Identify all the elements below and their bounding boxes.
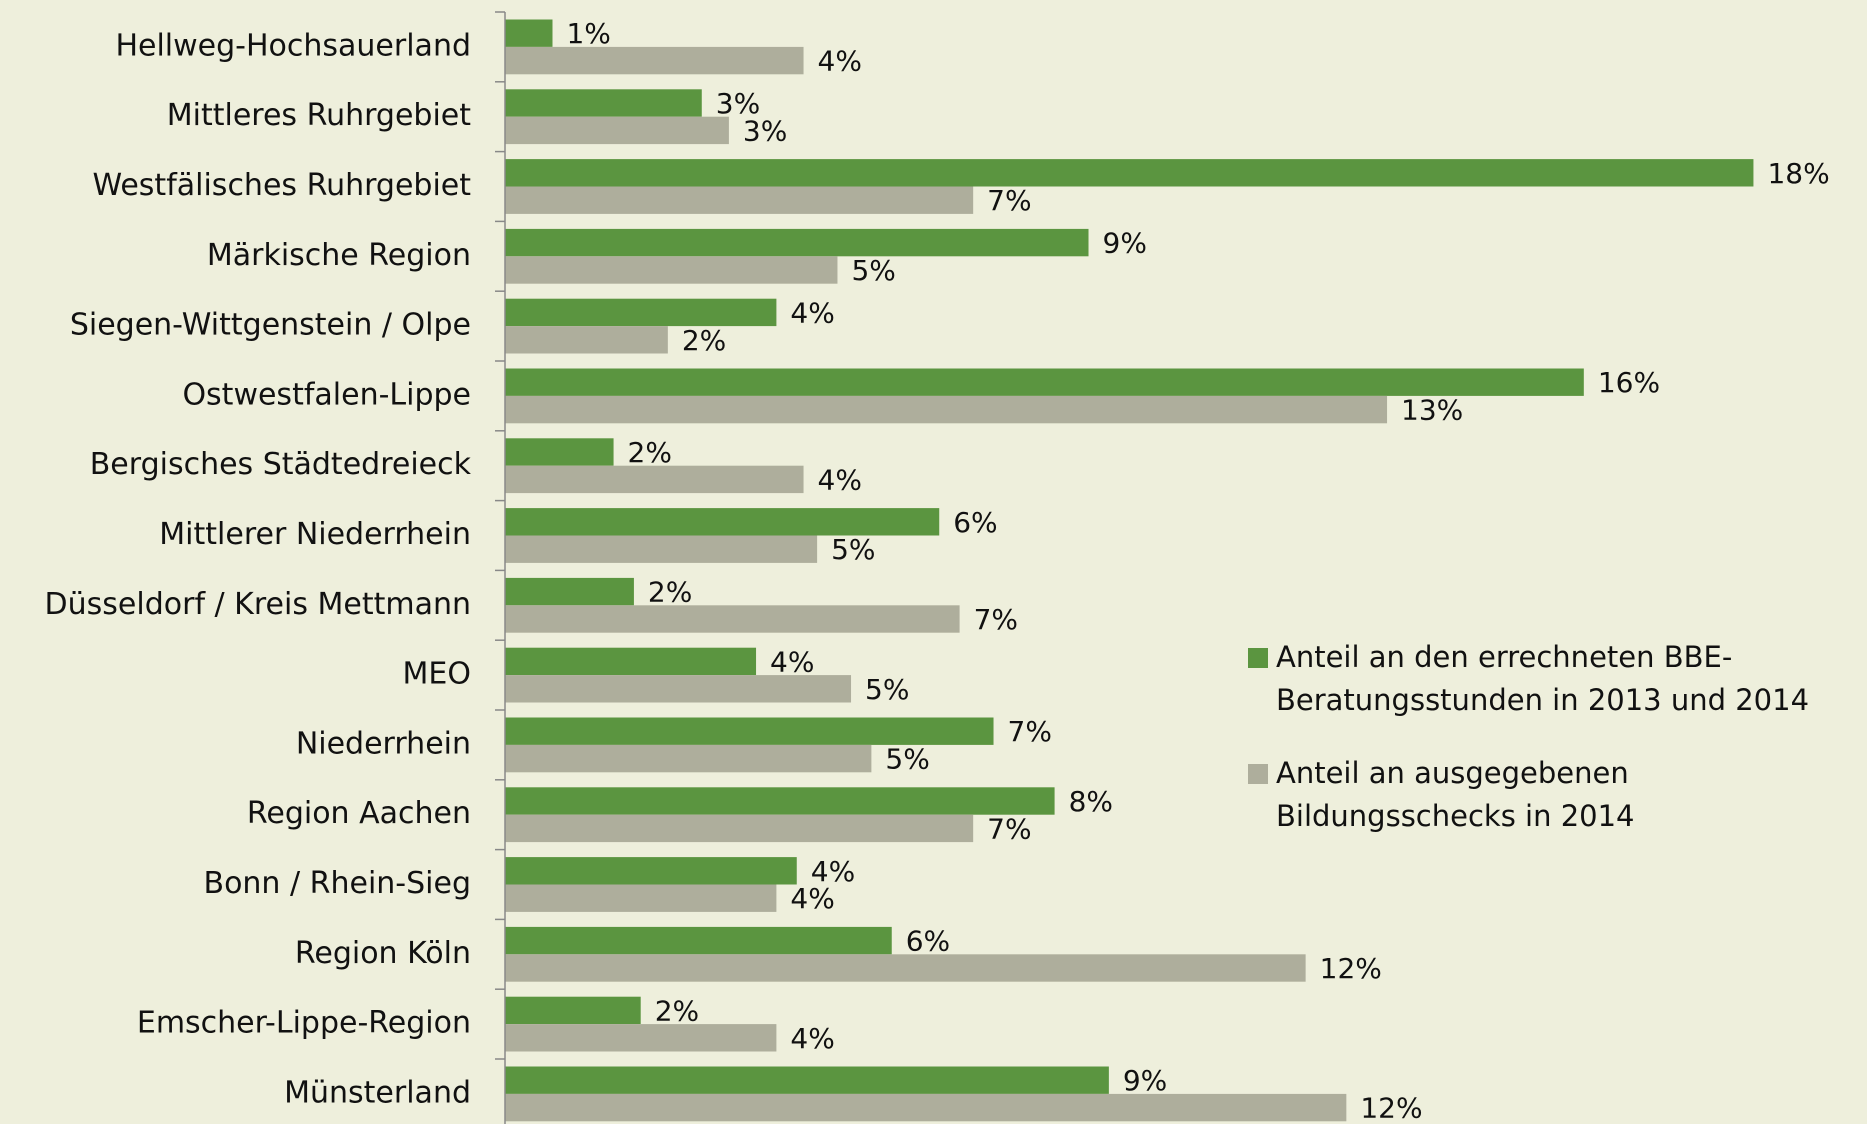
value-label: 6% [953,506,997,539]
y-tick-label: Hellweg-Hochsauerland [115,28,471,63]
bar [505,996,641,1025]
value-label: 4% [770,645,814,678]
y-tick-label: Mittlerer Niederrhein [159,517,471,552]
bar [505,298,777,327]
value-label: 18% [1767,157,1829,190]
y-tick-label: Emscher-Lippe-Region [137,1006,471,1041]
legend: Anteil an den errechneten BBE-Beratungss… [1248,636,1860,868]
bar [505,857,797,885]
y-tick-label: Münsterland [284,1075,471,1110]
bar [505,326,668,354]
bar [505,814,974,843]
bar [505,438,614,466]
bar [505,535,818,563]
bar [505,256,838,284]
value-label: 9% [1103,227,1147,260]
y-tick-label: MEO [403,657,471,692]
value-label: 5% [865,673,909,706]
value-label: 2% [648,576,692,609]
legend-swatch [1248,764,1268,784]
y-tick-label: Siegen-Wittgenstein / Olpe [70,308,471,343]
value-label: 7% [1008,715,1052,748]
y-tick-label: Region Köln [295,936,471,971]
bar [505,186,974,214]
bar [505,368,1584,396]
value-label: 8% [1069,785,1113,818]
legend-item: Anteil an den errechneten BBE-Beratungss… [1248,636,1860,722]
y-tick-label: Westfälisches Ruhrgebiet [92,168,471,203]
bar [505,508,940,536]
value-label: 5% [851,254,895,287]
legend-label: Anteil an den errechneten BBE-Beratungss… [1276,640,1810,717]
value-label: 4% [818,45,862,78]
bar [505,19,553,47]
bar [505,159,1754,187]
bar [505,116,729,145]
bar [505,89,702,117]
value-label: 4% [790,296,834,329]
bar [505,46,804,75]
bar [505,884,777,912]
bar [505,1093,1347,1122]
y-tick-label: Düsseldorf / Kreis Mettmann [45,587,471,622]
bar [505,605,960,633]
bar [505,647,757,676]
value-label: 4% [790,882,834,915]
bar [505,228,1089,257]
value-label: 12% [1320,952,1382,985]
bar [505,787,1055,815]
y-tick-label: Niederrhein [296,726,471,761]
value-label: 5% [885,743,929,776]
value-label: 9% [1123,1064,1167,1097]
value-label: 2% [655,994,699,1027]
bar [505,577,634,606]
value-label: 7% [974,603,1018,636]
y-tick-label: Ostwestfalen-Lippe [182,377,471,412]
value-label: 5% [831,533,875,566]
y-tick-label: Bergisches Städtedreieck [90,447,472,482]
bar [505,926,892,955]
legend-label: Anteil an ausgegebenen Bildungsschecks i… [1276,756,1635,833]
value-label: 6% [906,925,950,958]
value-label: 2% [682,324,726,357]
value-label: 4% [818,463,862,496]
bar [505,954,1306,982]
value-label: 3% [743,114,787,147]
y-tick-label: Märkische Region [207,238,471,273]
y-tick-label: Mittleres Ruhrgebiet [167,98,472,133]
value-label: 4% [811,855,855,888]
bar [505,395,1388,424]
y-tick-label: Region Aachen [247,796,471,831]
value-label: 13% [1401,394,1463,427]
legend-item: Anteil an ausgegebenen Bildungsschecks i… [1248,752,1860,838]
bar [505,1066,1109,1094]
bar [505,465,804,494]
value-label: 12% [1360,1092,1422,1124]
bar [505,1024,777,1052]
bar [505,744,872,773]
legend-swatch [1248,648,1268,668]
value-label: 7% [987,812,1031,845]
value-label: 2% [628,436,672,469]
value-label: 7% [987,184,1031,217]
y-tick-label: Bonn / Rhein-Sieg [203,866,471,901]
value-label: 4% [790,1022,834,1055]
value-label: 1% [566,17,610,50]
bar [505,675,852,703]
bar [505,717,994,745]
value-label: 3% [716,87,760,120]
value-label: 16% [1598,366,1660,399]
